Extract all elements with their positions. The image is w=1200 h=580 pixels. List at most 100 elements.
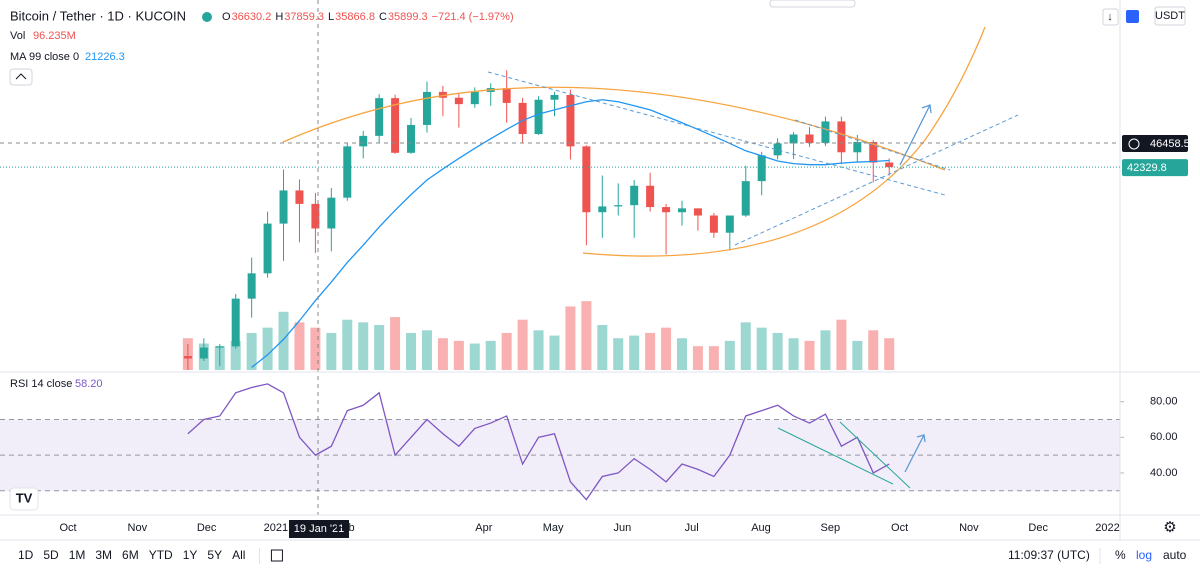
volume-bar <box>310 327 321 370</box>
collapse-button[interactable] <box>9 68 33 86</box>
x-tick-label: Jul <box>685 522 699 534</box>
candle-body <box>343 146 352 198</box>
volume-bar <box>852 340 863 370</box>
price-pane: 17900.020100.022500.025500.029500.033500… <box>182 70 895 370</box>
range-button[interactable]: 6M <box>122 548 139 562</box>
volume-bar <box>820 330 831 370</box>
volume-bar <box>326 332 337 370</box>
candle-body <box>199 347 208 359</box>
volume-bar <box>836 319 847 370</box>
volume-bar <box>469 343 480 370</box>
ohlc: O 36630.2 H 37859.3 L 35866.8 C 35899.3 −721.4 (… <box>222 11 514 23</box>
candle-body <box>502 88 511 103</box>
date-range-icon[interactable] <box>270 549 283 562</box>
scale-option[interactable]: % <box>1115 548 1126 562</box>
logo-mark: TV <box>16 490 33 505</box>
settings-gear[interactable]: ⚙ <box>1163 519 1176 536</box>
volume-bar <box>676 338 687 370</box>
volume-bar <box>549 335 560 370</box>
candle-body <box>757 155 766 182</box>
range-button[interactable]: 1D <box>18 548 34 562</box>
rsi-value: 58.20 <box>75 378 103 390</box>
plus-icon[interactable] <box>1128 138 1140 150</box>
volume-bar <box>597 325 608 370</box>
candle-body <box>183 356 192 359</box>
volume-bar <box>437 338 448 370</box>
x-tick-label: Feb <box>336 522 355 534</box>
trendline <box>487 71 946 196</box>
candle-body <box>853 142 862 153</box>
ohlc-label: L <box>328 11 334 23</box>
volume-bar <box>565 306 576 370</box>
candle-body <box>327 197 336 229</box>
candle-body <box>391 98 400 153</box>
toolbar: 1D 5D 1M 3M 6M YTD 1Y 5Y All 11:09:37 (UTC)% log au… <box>18 548 1187 564</box>
volume-bar <box>246 332 257 370</box>
rsi-line <box>187 383 890 501</box>
x-tick-label: Aug <box>751 522 771 534</box>
range-button[interactable]: All <box>232 548 245 562</box>
x-tick-label: Jun <box>614 522 632 534</box>
crosshair-price: 46458.5 <box>1150 138 1190 150</box>
scroll-button[interactable] <box>1102 8 1119 26</box>
range-button[interactable]: 5D <box>43 548 59 562</box>
volume-bar <box>342 319 353 370</box>
candle-body <box>773 143 782 156</box>
crosshair-date: 19 Jan '21 <box>294 523 344 535</box>
volume-bar <box>740 322 751 370</box>
change: −721.4 (−1.97%) <box>432 11 514 23</box>
scale-option[interactable]: log <box>1136 548 1152 562</box>
x-tick-label: Apr <box>475 522 492 534</box>
range-button[interactable]: 3M <box>95 548 112 562</box>
currency: USDT <box>1155 10 1185 22</box>
x-tick-label: 2021 <box>264 522 288 534</box>
top-handle[interactable] <box>769 0 856 8</box>
currency-box[interactable] <box>1154 6 1186 26</box>
x-tick-label: Nov <box>959 522 979 534</box>
volume-bar <box>868 330 879 370</box>
volume-bar <box>724 340 735 370</box>
candle-body <box>438 91 447 98</box>
volume-bar <box>390 317 401 370</box>
ma-label: MA 99 close 0 <box>10 51 79 63</box>
x-tick-label: 2022 <box>1095 522 1119 534</box>
candle-body <box>693 208 702 216</box>
range-button[interactable]: YTD <box>149 548 173 562</box>
ohlc-label: H <box>275 11 283 23</box>
candle-body <box>566 95 575 147</box>
candle-body <box>614 205 623 207</box>
candle-body <box>582 146 591 213</box>
chevron <box>15 73 27 80</box>
ohlc-value: 35899.3 <box>388 11 428 23</box>
volume-bar <box>661 327 672 370</box>
volume-bar <box>581 301 592 370</box>
trendline <box>794 119 951 171</box>
ma-line <box>251 99 890 368</box>
crosshair-price-box <box>1122 135 1188 152</box>
candle-body <box>375 98 384 136</box>
rsi-label: RSI 14 close <box>10 378 72 390</box>
arrow <box>899 104 932 166</box>
ohlc-label: C <box>379 11 387 23</box>
y-tick-label: 40.00 <box>1150 467 1178 479</box>
volume-bar <box>374 325 385 370</box>
candle-body <box>454 97 463 105</box>
y-tick-label: 80.00 <box>1150 396 1178 408</box>
ohlc-label: O <box>222 11 231 23</box>
candle-body <box>215 346 224 348</box>
candle-body <box>231 298 240 347</box>
range-button[interactable]: 1Y <box>183 548 198 562</box>
volume-bar <box>533 330 544 370</box>
candle-body <box>709 215 718 233</box>
volume-bar <box>262 327 273 370</box>
volume-bar <box>804 340 815 370</box>
settings-icon[interactable] <box>1126 10 1139 23</box>
x-tick-label: Nov <box>128 522 148 534</box>
scale-option[interactable]: auto <box>1163 548 1187 562</box>
volume-bar <box>421 330 432 370</box>
candle-body <box>295 190 304 204</box>
range-button[interactable]: 1M <box>69 548 86 562</box>
candle-body <box>885 162 894 168</box>
range-button[interactable]: 5Y <box>207 548 222 562</box>
candle-body <box>518 102 527 135</box>
